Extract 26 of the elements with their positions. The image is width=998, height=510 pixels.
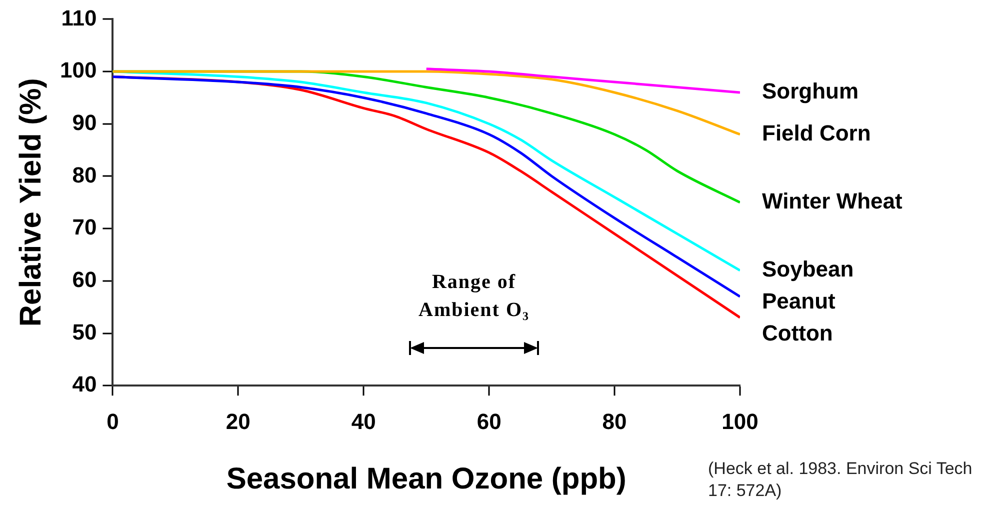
y-tick-label: 60 bbox=[72, 266, 97, 292]
line-series bbox=[112, 70, 740, 136]
series-label: Soybean bbox=[762, 256, 854, 282]
y-tick-label: 40 bbox=[72, 372, 97, 397]
x-tick-label: 0 bbox=[106, 408, 119, 434]
series-label: Cotton bbox=[762, 320, 833, 346]
x-axis-title: Seasonal Mean Ozone (ppb) bbox=[226, 462, 626, 496]
annotation: Range of Ambient O₃ bbox=[418, 270, 530, 323]
x-tick-label: 20 bbox=[226, 408, 250, 434]
y-tick-label: 50 bbox=[72, 319, 97, 344]
y-tick-label: 110 bbox=[61, 5, 97, 30]
series-label: Peanut bbox=[762, 288, 836, 314]
y-tick-label: 100 bbox=[60, 58, 97, 83]
series-label: Sorghum bbox=[762, 78, 859, 104]
series-label: Winter Wheat bbox=[762, 188, 904, 214]
y-tick-label: 90 bbox=[72, 110, 97, 135]
y-tick-label: 70 bbox=[72, 214, 97, 240]
line-series bbox=[425, 68, 740, 94]
series-label: Field Corn bbox=[762, 120, 871, 146]
x-tick-label: 40 bbox=[351, 408, 376, 434]
x-tick-label: 60 bbox=[476, 408, 502, 434]
x-tick-label: 100 bbox=[722, 408, 758, 434]
x-tick-label: 80 bbox=[602, 408, 627, 434]
y-axis-title: Relative Yield (%) bbox=[14, 78, 48, 327]
y-tick-label: 80 bbox=[72, 162, 97, 188]
text: (Heck et al. 1983. Environ Sci Tech 17: 572A) bbox=[708, 458, 974, 502]
